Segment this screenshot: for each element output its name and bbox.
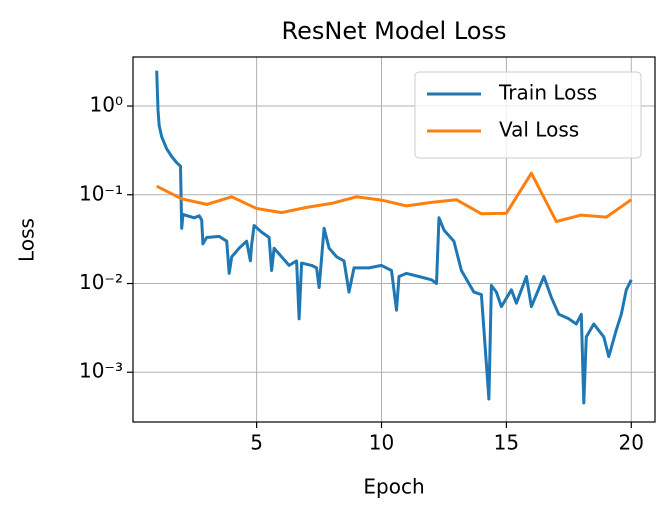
- line: [156, 171, 633, 223]
- x-axis-label: Epoch: [363, 475, 424, 499]
- plot-frame: [132, 56, 656, 423]
- x-tick-label: 20: [619, 431, 644, 455]
- y-axis-label: Loss: [15, 218, 39, 262]
- y-tick-label: 10⁻³: [79, 359, 123, 383]
- y-tick-label: 10⁻¹: [79, 181, 123, 205]
- line: [155, 70, 633, 405]
- x-tick-label: 10: [369, 431, 394, 455]
- legend-label: Val Loss: [499, 118, 579, 142]
- chart-title: ResNet Model Loss: [282, 17, 507, 45]
- y-tick-label: 10⁰: [90, 93, 123, 117]
- x-tick-label: 5: [250, 431, 263, 455]
- legend-label: Train Loss: [498, 81, 597, 105]
- x-tick-label: 15: [494, 431, 519, 455]
- y-tick-label: 10⁻²: [79, 270, 123, 294]
